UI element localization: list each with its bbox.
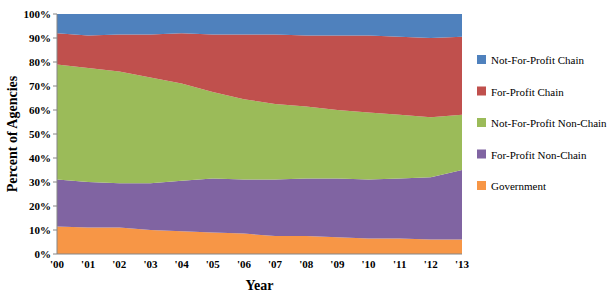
legend-swatch [477, 118, 486, 127]
legend: Not-For-Profit Chain For-Profit Chain Not-… [477, 54, 607, 192]
y-tick [53, 182, 57, 183]
legend-label: For-Profit Chain [491, 86, 564, 98]
y-axis-title: Percent of Agencies [5, 75, 20, 192]
area [57, 14, 462, 38]
x-tick-label: '11 [393, 258, 406, 270]
y-tick [53, 62, 57, 63]
x-tick-label: '01 [81, 258, 95, 270]
areas [57, 14, 462, 254]
y-tick [53, 230, 57, 231]
y-tick-label: 40% [29, 152, 51, 164]
chart: 0% 10% 20% 30% 40% 50% 60% 70% 80% 90% 100% '00 '01 '… [0, 0, 615, 302]
x-tick-label: '02 [112, 258, 127, 270]
legend-label: For-Profit Non-Chain [491, 149, 587, 161]
y-tick-label: 90% [29, 32, 51, 44]
y-tick-label: 30% [29, 176, 51, 188]
x-tick-label: '07 [268, 258, 283, 270]
legend-label: Not-For-Profit Non-Chain [491, 117, 607, 129]
x-tick-label: '10 [362, 258, 377, 270]
y-tick-label: 50% [29, 128, 51, 140]
area [57, 33, 462, 117]
legend-label: Government [491, 180, 546, 192]
x-tick-label: '12 [424, 258, 439, 270]
x-tick-label: '06 [237, 258, 252, 270]
y-tick-label: 0% [35, 248, 52, 260]
x-tick-label: '00 [50, 258, 65, 270]
x-tick-label: '05 [206, 258, 221, 270]
y-tick [53, 206, 57, 207]
y-tick [53, 158, 57, 159]
legend-swatch [477, 87, 486, 96]
y-tick [53, 38, 57, 39]
y-tick [53, 86, 57, 87]
y-tick [53, 14, 57, 15]
y-tick [53, 254, 57, 255]
legend-label: Not-For-Profit Chain [491, 54, 584, 66]
legend-swatch [477, 55, 486, 64]
y-tick-label: 10% [29, 224, 51, 236]
y-tick-label: 20% [29, 200, 51, 212]
x-tick-label: '03 [143, 258, 158, 270]
x-tick-label: '13 [455, 258, 470, 270]
x-axis-title: Year [246, 278, 274, 293]
y-tick-label: 80% [29, 56, 51, 68]
y-tick [53, 110, 57, 111]
y-tick-label: 70% [29, 80, 51, 92]
y-tick-label: 100% [24, 8, 52, 20]
y-tick-label: 60% [29, 104, 51, 116]
x-axis [57, 254, 462, 255]
axes: 0% 10% 20% 30% 40% 50% 60% 70% 80% 90% 100% '00 '01 '… [24, 8, 470, 270]
y-tick [53, 134, 57, 135]
x-tick-label: '08 [299, 258, 314, 270]
legend-swatch [477, 181, 486, 190]
x-tick-label: '04 [175, 258, 190, 270]
legend-swatch [477, 150, 486, 159]
x-tick-label: '09 [330, 258, 345, 270]
